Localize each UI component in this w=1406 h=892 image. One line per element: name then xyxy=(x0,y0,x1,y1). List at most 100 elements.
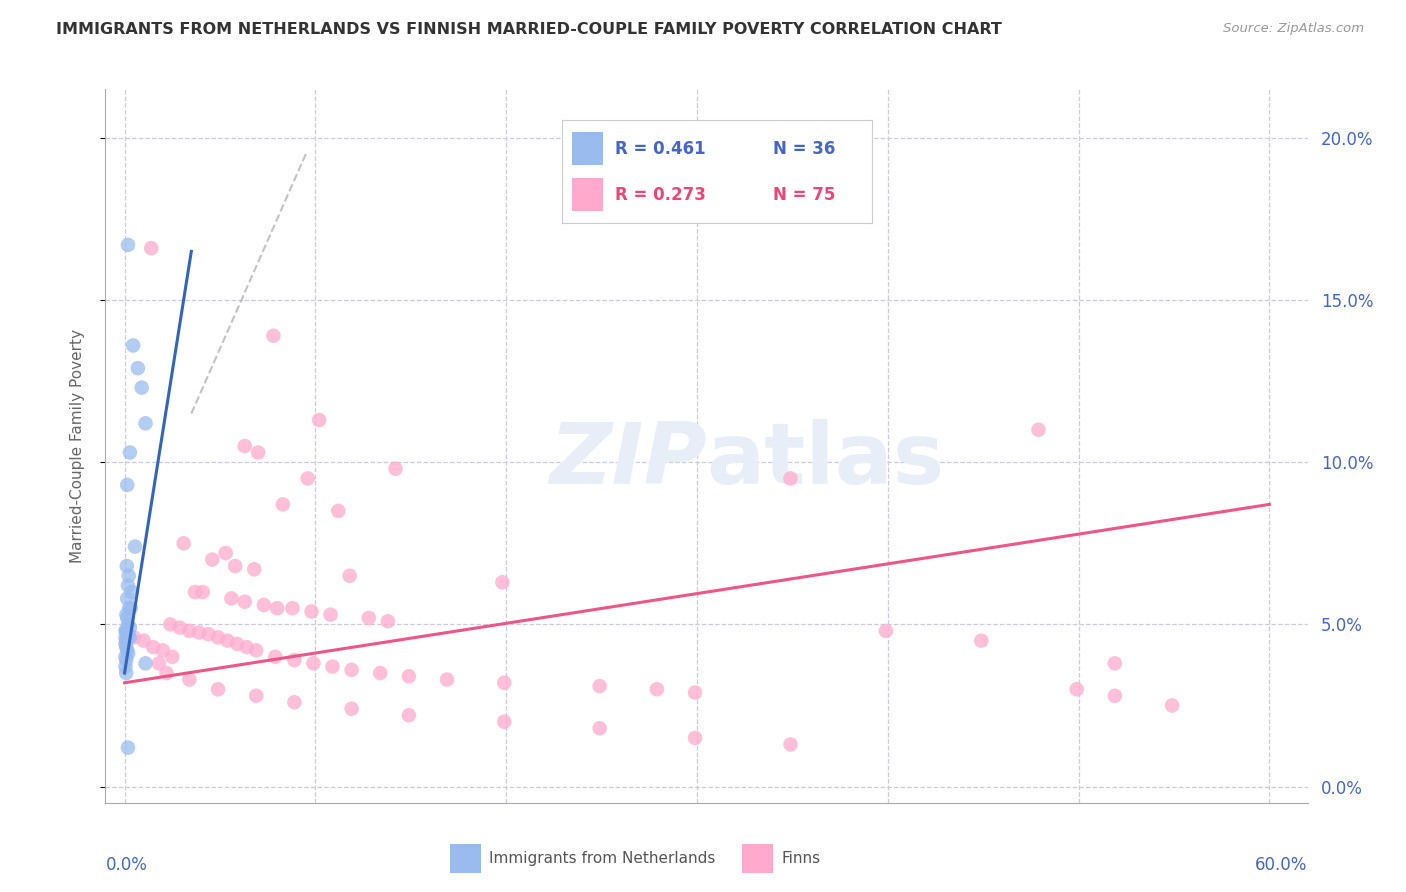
Point xyxy=(301,604,323,618)
Point xyxy=(321,659,344,673)
Text: Finns: Finns xyxy=(782,851,821,866)
Point xyxy=(115,559,138,574)
Point xyxy=(132,633,155,648)
Point xyxy=(302,657,325,671)
Point xyxy=(398,669,420,683)
Point xyxy=(266,601,288,615)
Point xyxy=(115,666,138,681)
Point xyxy=(118,631,141,645)
Point xyxy=(357,611,380,625)
Point xyxy=(588,679,610,693)
Point xyxy=(118,601,141,615)
Point xyxy=(115,643,138,657)
Text: Immigrants from Netherlands: Immigrants from Netherlands xyxy=(489,851,716,866)
Point xyxy=(253,598,276,612)
Point xyxy=(339,568,361,582)
Point xyxy=(152,643,174,657)
Point xyxy=(1104,657,1126,671)
Text: N = 75: N = 75 xyxy=(773,186,835,204)
Point xyxy=(588,721,610,735)
Point xyxy=(114,637,136,651)
Point xyxy=(135,657,157,671)
Point xyxy=(264,649,287,664)
Point xyxy=(243,562,266,576)
Point xyxy=(117,578,139,592)
Point xyxy=(319,607,342,622)
Point xyxy=(201,552,224,566)
Point xyxy=(970,633,993,648)
Point xyxy=(494,675,516,690)
Point xyxy=(179,673,201,687)
Point xyxy=(115,640,138,654)
Point xyxy=(308,413,330,427)
Point xyxy=(377,614,399,628)
Point xyxy=(122,338,145,352)
Point xyxy=(173,536,195,550)
Bar xyxy=(572,178,603,211)
Point xyxy=(114,659,136,673)
Point xyxy=(779,738,801,752)
Point xyxy=(645,682,668,697)
Point xyxy=(120,601,142,615)
Point xyxy=(491,575,513,590)
Point xyxy=(262,328,284,343)
Point xyxy=(224,559,246,574)
Text: atlas: atlas xyxy=(707,418,945,502)
Point xyxy=(1161,698,1184,713)
Point xyxy=(207,631,229,645)
Point xyxy=(131,381,153,395)
Point xyxy=(115,607,138,622)
Point xyxy=(188,625,211,640)
Point xyxy=(197,627,219,641)
Text: 0.0%: 0.0% xyxy=(105,856,148,874)
Point xyxy=(115,633,138,648)
Point xyxy=(271,497,294,511)
Point xyxy=(122,631,145,645)
Text: IMMIGRANTS FROM NETHERLANDS VS FINNISH MARRIED-COUPLE FAMILY POVERTY CORRELATION: IMMIGRANTS FROM NETHERLANDS VS FINNISH M… xyxy=(56,22,1002,37)
Point xyxy=(114,649,136,664)
Point xyxy=(142,640,165,654)
Point xyxy=(233,595,256,609)
Point xyxy=(233,439,256,453)
Point xyxy=(340,702,363,716)
Text: Source: ZipAtlas.com: Source: ZipAtlas.com xyxy=(1223,22,1364,36)
Point xyxy=(281,601,304,615)
Point xyxy=(221,591,243,606)
Text: N = 36: N = 36 xyxy=(773,140,835,158)
Point xyxy=(118,445,141,459)
Point xyxy=(226,637,249,651)
Point xyxy=(117,627,139,641)
Point xyxy=(162,649,183,664)
Text: R = 0.461: R = 0.461 xyxy=(614,140,706,158)
Point xyxy=(117,617,139,632)
Point xyxy=(179,624,201,638)
Point xyxy=(494,714,516,729)
Point xyxy=(683,731,706,745)
Point xyxy=(114,624,136,638)
Point xyxy=(115,625,138,640)
Point xyxy=(875,624,897,638)
Point xyxy=(135,417,157,431)
Point xyxy=(124,540,146,554)
Point xyxy=(117,238,139,252)
Point xyxy=(283,695,305,709)
Point xyxy=(117,740,139,755)
Point xyxy=(283,653,305,667)
Point xyxy=(115,478,138,492)
Point xyxy=(118,621,141,635)
Point xyxy=(207,682,229,697)
Point xyxy=(184,585,207,599)
Point xyxy=(115,611,138,625)
Point xyxy=(247,445,270,459)
Point xyxy=(340,663,363,677)
Point xyxy=(118,568,141,582)
Point xyxy=(191,585,214,599)
Point xyxy=(368,666,391,681)
Point xyxy=(114,631,136,645)
Point xyxy=(384,461,406,475)
Point xyxy=(1028,423,1050,437)
Text: 60.0%: 60.0% xyxy=(1256,856,1308,874)
Bar xyxy=(572,132,603,164)
Text: ZIP: ZIP xyxy=(548,418,707,502)
Point xyxy=(121,585,143,599)
